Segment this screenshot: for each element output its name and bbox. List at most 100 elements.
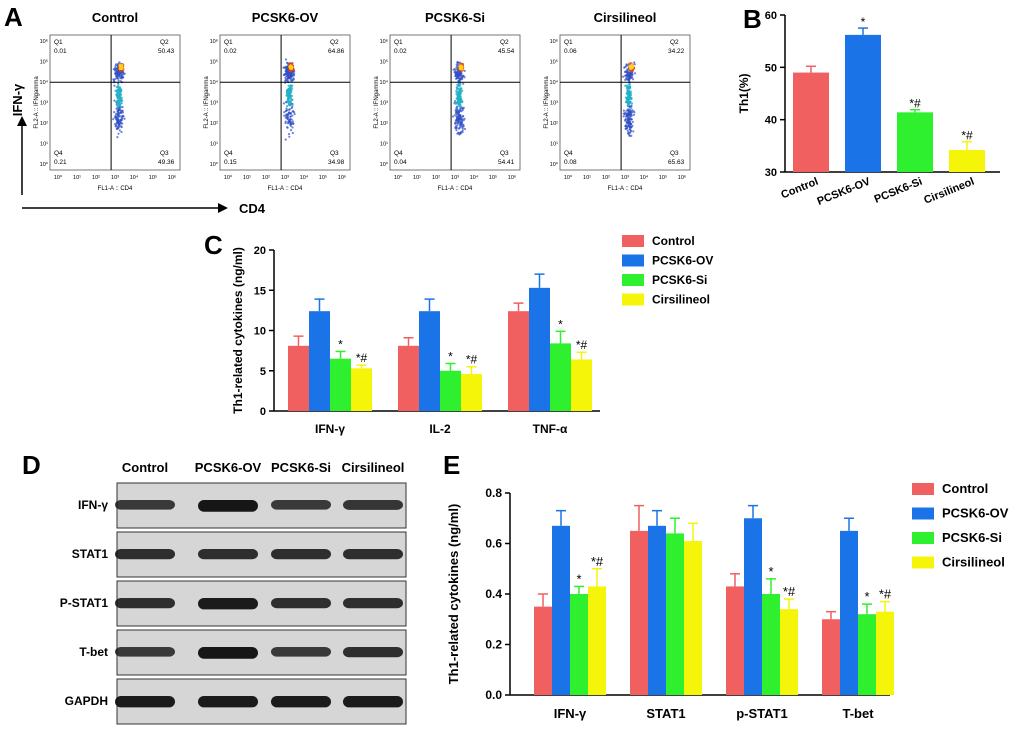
x-tick-label: STAT1 [646,706,685,721]
flow-event-dot [628,66,632,69]
flow-event-dot [114,64,117,67]
flow-event-dot [114,125,117,128]
flow-x-tick: 10⁵ [319,174,327,181]
x-tick-label: PCSK6-OV [815,175,872,207]
flow-event-dot [629,130,632,133]
flow-event-dot [117,97,121,100]
flow-event-dot [461,129,464,132]
bar [726,586,744,695]
flow-q1-label: Q1 [564,39,573,46]
legend-swatch [912,556,934,569]
flow-event-dot [291,114,294,117]
flow-event-dot [624,84,627,88]
flow-event-dot [116,95,119,98]
flow-event-dot [460,98,463,101]
flow-event-dot [117,79,120,82]
flow-event-dot [630,63,633,66]
legend-swatch [622,274,644,286]
legend-swatch [622,293,644,306]
flow-event-dot [287,114,290,117]
flow-event-dot [460,76,463,79]
flow-plot-frame [219,34,351,171]
flow-event-dot [455,97,458,100]
flow-event-dot [117,132,120,135]
flow-event-dot [457,98,460,102]
flow-event-dot [288,135,291,138]
flow-event-dot [289,88,292,92]
significance-mark: * [338,337,343,351]
flow-event-dot [454,119,457,122]
bar [780,609,798,695]
flow-event-dot [115,121,118,124]
flow-y-tick: 10² [210,121,218,127]
flow-event-dot [627,124,631,128]
flow-event-dot [287,99,290,103]
flow-event-dot [282,66,285,69]
flow-event-dot [117,104,120,107]
flow-event-dot [455,129,458,132]
flow-event-dot [456,106,459,109]
flow-event-dot [623,113,626,116]
bar [840,530,858,695]
flow-x-tick: 10⁰ [394,174,403,181]
flow-event-dot [626,68,630,71]
flow-event-dot [290,107,293,110]
flow-event-dot [633,61,636,64]
flow-event-dot [454,75,457,78]
flow-event-dot [458,117,462,120]
flow-y-tick: 10⁴ [40,79,49,86]
flow-event-dot [630,76,633,79]
th1-percent-chart: 30 40 50 60 Th1(%) Control * PCSK6-OV *# PCSK6-Si… [737,10,1000,208]
flow-q2-label: Q2 [670,39,679,46]
bar [588,586,606,695]
blot-band [115,647,175,657]
blot-band [271,647,331,657]
flow-event-dot [624,96,628,99]
flow-plot-frame [559,34,691,171]
flow-event-dot [285,101,288,104]
flow-event-dot [287,88,290,91]
legend-label: PCSK6-OV [652,254,713,268]
bar [330,358,351,411]
flow-event-dot [284,138,287,141]
flow-event-dot [113,111,116,114]
significance-mark: *# [576,338,588,352]
flow-event-dot [284,67,287,70]
y-tick-label: 40 [765,115,777,127]
flow-event-dot [625,74,628,78]
flow-event-dot [626,129,629,133]
flow-event-dot [117,125,120,128]
bar [529,287,550,411]
flow-q1-label: Q1 [54,39,63,46]
flow-y-axis-label: IFN-γ [10,83,25,116]
flow-event-dot [289,76,292,79]
flow-event-dot [626,104,629,108]
flow-plot-4: Cirsilineol Q1 0.06 Q2 34.22 Q4 0.08 Q3 65.63 10⁰… [544,10,691,192]
blot-row-label: T-bet [79,645,108,659]
significance-mark: * [861,15,866,29]
flow-event-dot [628,134,631,137]
flow-event-dot [292,122,295,125]
y-tick-label: 0.4 [485,587,502,601]
flow-event-dot [285,72,288,75]
flow-event-dot [114,89,117,93]
flow-event-dot [457,132,460,135]
flow-event-dot [633,111,636,114]
flow-x-tick: 10² [92,175,100,181]
flow-x-tick: 10¹ [413,175,421,181]
flow-x-tick: 10² [432,175,440,181]
y-tick-label: 20 [254,245,266,257]
flow-y-axis-arrowhead [17,116,27,126]
flow-x-tick: 10² [262,175,270,181]
flow-event-dot [631,124,634,127]
legend-swatch [622,254,644,267]
flow-plot-2: PCSK6-OV Q1 0.02 Q2 64.86 Q4 0.15 Q3 34.98 10⁰ 10⁰… [204,10,351,192]
flow-event-dot [293,113,296,116]
flow-event-dot [113,84,116,87]
flow-x-tick: 10⁶ [678,174,686,181]
flow-event-dot [456,116,459,119]
bar [648,525,666,695]
bar [288,345,309,411]
flow-event-dot [628,97,631,101]
flow-event-dot [627,118,630,121]
